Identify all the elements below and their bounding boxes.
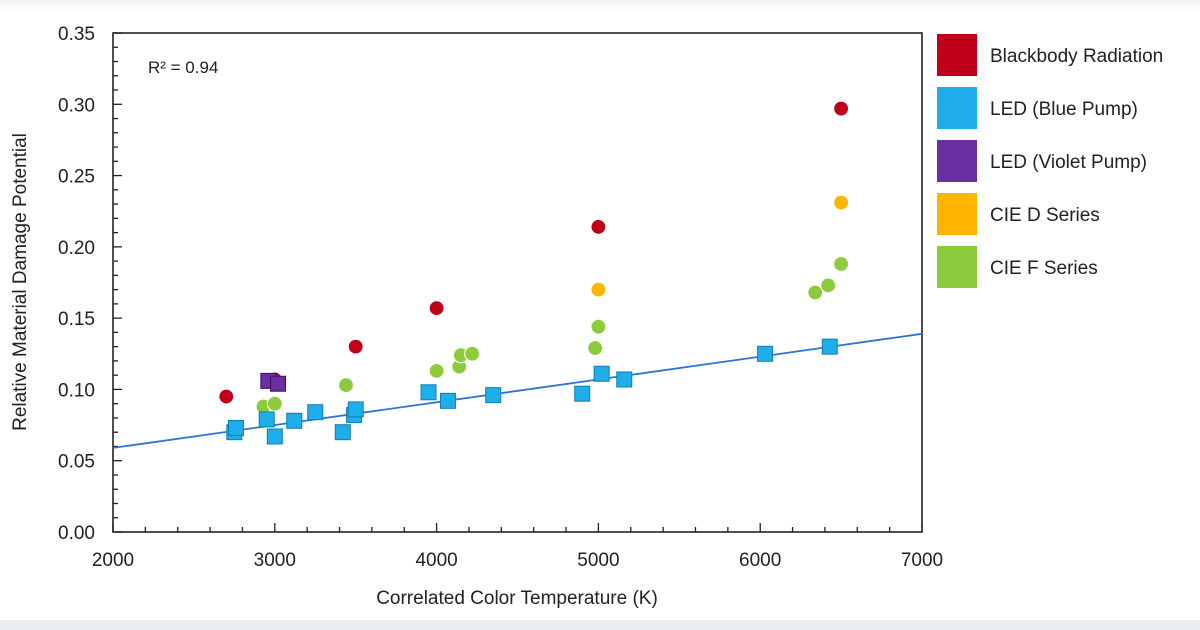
led-blue-pump-point — [485, 387, 502, 404]
blackbody-radiation-point — [347, 338, 364, 355]
led-blue-pump-point — [616, 371, 633, 388]
blackbody-radiation-point — [218, 388, 235, 405]
cie-f-series-point — [464, 345, 481, 362]
x-tick-label: 3000 — [254, 550, 296, 571]
x-tick-label: 5000 — [577, 550, 619, 571]
led-blue-pump-point — [757, 345, 774, 362]
led-blue-pump-point — [821, 338, 838, 355]
led-blue-pump-point — [307, 404, 324, 421]
legend-swatch-led-violet-pump — [937, 140, 977, 182]
y-tick-label: 0.25 — [58, 167, 95, 188]
led-blue-pump-point — [593, 365, 610, 382]
legend-label-led-blue-pump: LED (Blue Pump) — [990, 99, 1138, 120]
data-marks — [112, 100, 923, 449]
y-tick-label: 0.10 — [58, 380, 95, 401]
plot-frame — [112, 32, 923, 533]
led-blue-pump-point — [286, 412, 303, 429]
cie-f-series-point — [428, 362, 445, 379]
x-tick-label: 4000 — [415, 550, 457, 571]
y-tick-label: 0.15 — [58, 309, 95, 330]
led-blue-pump-point — [574, 385, 591, 402]
cie-f-series-point — [807, 284, 824, 301]
y-tick-label: 0.20 — [58, 238, 95, 259]
top-background-strip — [0, 0, 1200, 12]
led-blue-pump-point — [347, 401, 364, 418]
legend-label-cie-f-series: CIE F Series — [990, 258, 1098, 279]
legend-swatch-cie-f-series — [937, 246, 977, 288]
x-axis-title: Correlated Color Temperature (K) — [376, 588, 658, 609]
blackbody-radiation-point — [590, 218, 607, 235]
cie-f-series-point — [587, 339, 604, 357]
legend-swatch-cie-d-series — [937, 193, 977, 235]
legend-label-led-violet-pump: LED (Violet Pump) — [990, 152, 1147, 173]
cie-f-series-point — [820, 277, 837, 294]
legend: Blackbody Radiation LED (Blue Pump) LED (V… — [937, 34, 1163, 288]
x-tick-label: 6000 — [739, 550, 781, 571]
cie-d-series-point — [590, 281, 607, 298]
legend-swatch-blackbody-radiation — [937, 34, 977, 76]
y-tick-label: 0.00 — [58, 523, 95, 544]
cie-f-series-point — [832, 255, 850, 273]
cie-d-series-point — [832, 194, 850, 211]
cie-f-series-point — [590, 318, 607, 335]
axes: 2000 3000 4000 5000 6000 7000 0.00 0.05 0.10 0.15… — [58, 24, 943, 571]
r-squared-annotation: R² = 0.94 — [148, 58, 218, 77]
x-tick-label: 7000 — [901, 550, 943, 571]
cie-f-series-point — [337, 377, 355, 394]
led-violet-pump-point — [270, 375, 287, 392]
led-blue-pump-point — [334, 424, 351, 441]
legend-swatch-led-blue-pump — [937, 87, 977, 129]
bottom-background-strip — [0, 620, 1200, 630]
led-blue-pump-point — [420, 384, 437, 401]
led-blue-pump-point — [258, 411, 275, 428]
y-tick-label: 0.35 — [58, 24, 95, 45]
plot-area — [112, 32, 923, 533]
led-blue-pump-point — [266, 428, 283, 445]
cie-f-series-point — [266, 395, 283, 412]
blackbody-radiation-point — [832, 100, 850, 117]
legend-label-blackbody-radiation: Blackbody Radiation — [990, 46, 1163, 67]
led-blue-pump-point — [227, 419, 244, 436]
y-axis-title: Relative Material Damage Potential — [10, 133, 31, 431]
led-blue-pump-point — [439, 392, 456, 409]
legend-label-cie-d-series: CIE D Series — [990, 205, 1100, 226]
y-tick-label: 0.05 — [58, 452, 95, 473]
x-tick-label: 2000 — [92, 550, 134, 571]
blackbody-radiation-point — [428, 300, 445, 317]
trendline — [112, 332, 923, 449]
y-tick-label: 0.30 — [58, 95, 95, 116]
